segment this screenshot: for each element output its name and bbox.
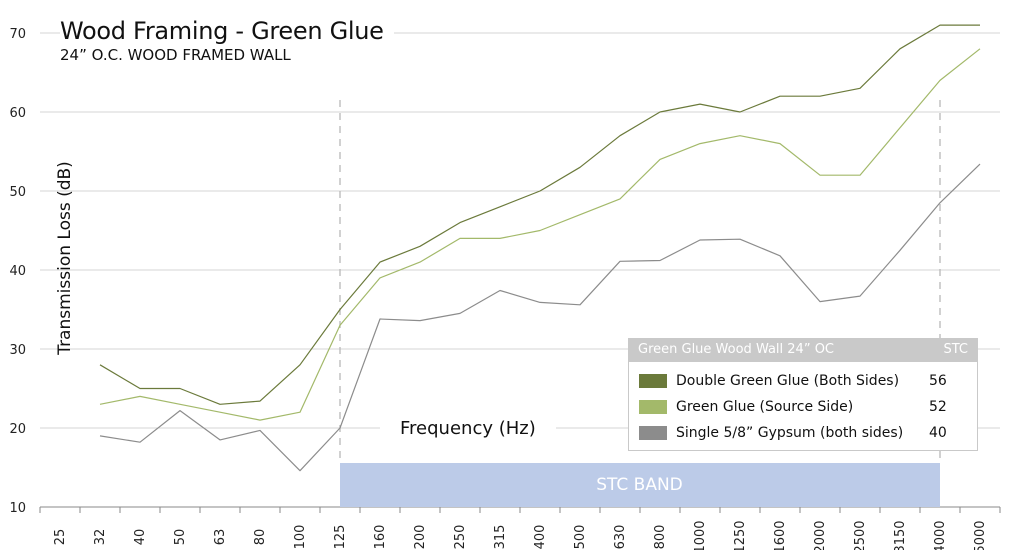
x-tick-63: 63 [213, 529, 228, 546]
y-axis-label: Transmission Loss (dB) [55, 161, 75, 355]
x-tick-160: 160 [373, 525, 388, 550]
stc-band-rect [340, 463, 940, 507]
x-tick-250: 250 [453, 525, 468, 550]
x-tick-630: 630 [613, 525, 628, 550]
legend-stc-header: STC [943, 342, 968, 357]
legend-item-green-glue: Green Glue (Source Side) 52 [629, 394, 977, 420]
y-tick-40: 40 [9, 264, 26, 279]
legend-item-stc: 40 [929, 425, 947, 441]
legend-header: Green Glue Wood Wall 24” OC STC [628, 338, 978, 362]
x-tick-32: 32 [93, 529, 108, 546]
legend-item-name: Single 5/8” Gypsum (both sides) [676, 425, 904, 441]
stc-band [340, 463, 940, 507]
x-tick-315: 315 [493, 525, 508, 550]
x-tick-100: 100 [293, 525, 308, 550]
legend-item-single-gypsum: Single 5/8” Gypsum (both sides) 40 [629, 420, 977, 446]
x-tick-1600: 1600 [773, 520, 788, 550]
chart-subtitle: 24” O.C. WOOD FRAMED WALL [60, 46, 291, 64]
x-axis-label: Frequency (Hz) [380, 417, 556, 441]
x-tick-5000: 5000 [973, 520, 988, 550]
y-tick-60: 60 [9, 106, 26, 121]
x-tick-25: 25 [53, 529, 68, 546]
x-tick-2500: 2500 [853, 520, 868, 550]
legend-item-name: Double Green Glue (Both Sides) [676, 373, 900, 389]
y-tick-70: 70 [9, 27, 26, 42]
series-line-1 [99, 48, 981, 421]
legend-item-double-green-glue: Double Green Glue (Both Sides) 56 [629, 368, 977, 394]
legend: Green Glue Wood Wall 24” OC STC Double G… [628, 338, 978, 451]
x-tick-200: 200 [413, 525, 428, 550]
series-line-0 [99, 24, 980, 405]
x-tick-50: 50 [173, 529, 188, 546]
y-tick-30: 30 [9, 343, 26, 358]
legend-title: Green Glue Wood Wall 24” OC [638, 342, 835, 357]
legend-item-stc: 52 [929, 399, 947, 415]
x-tick-125: 125 [333, 525, 348, 550]
stc-band-label: STC BAND [596, 475, 683, 495]
legend-item-stc: 56 [929, 373, 947, 389]
x-tick-800: 800 [653, 525, 668, 550]
legend-item-name: Green Glue (Source Side) [676, 399, 854, 415]
x-tick-4000: 4000 [933, 520, 948, 550]
legend-swatch [639, 374, 667, 388]
x-tick-1250: 1250 [733, 520, 748, 550]
series-lines [99, 24, 981, 472]
x-tick-2000: 2000 [813, 520, 828, 550]
legend-body: Double Green Glue (Both Sides) 56 Green … [628, 362, 978, 451]
y-tick-50: 50 [9, 185, 26, 200]
x-tick-400: 400 [533, 525, 548, 550]
x-tick-500: 500 [573, 525, 588, 550]
y-tick-10: 10 [9, 501, 26, 516]
y-tick-labels: 10 20 30 40 50 60 70 [9, 27, 26, 516]
title-block: Wood Framing - Green Glue 24” O.C. WOOD … [60, 16, 394, 66]
legend-swatch [639, 426, 667, 440]
legend-swatch [639, 400, 667, 414]
chart-title: Wood Framing - Green Glue [60, 17, 384, 45]
x-tick-labels: 25 32 40 50 63 80 100 125 160 200 250 315 400 500 630 8… [53, 520, 988, 550]
x-tick-80: 80 [253, 529, 268, 546]
x-tick-40: 40 [133, 529, 148, 546]
y-tick-20: 20 [9, 422, 26, 437]
series-line-2 [99, 163, 981, 472]
x-tick-3150: 3150 [893, 520, 908, 550]
x-tick-1000: 1000 [693, 520, 708, 550]
